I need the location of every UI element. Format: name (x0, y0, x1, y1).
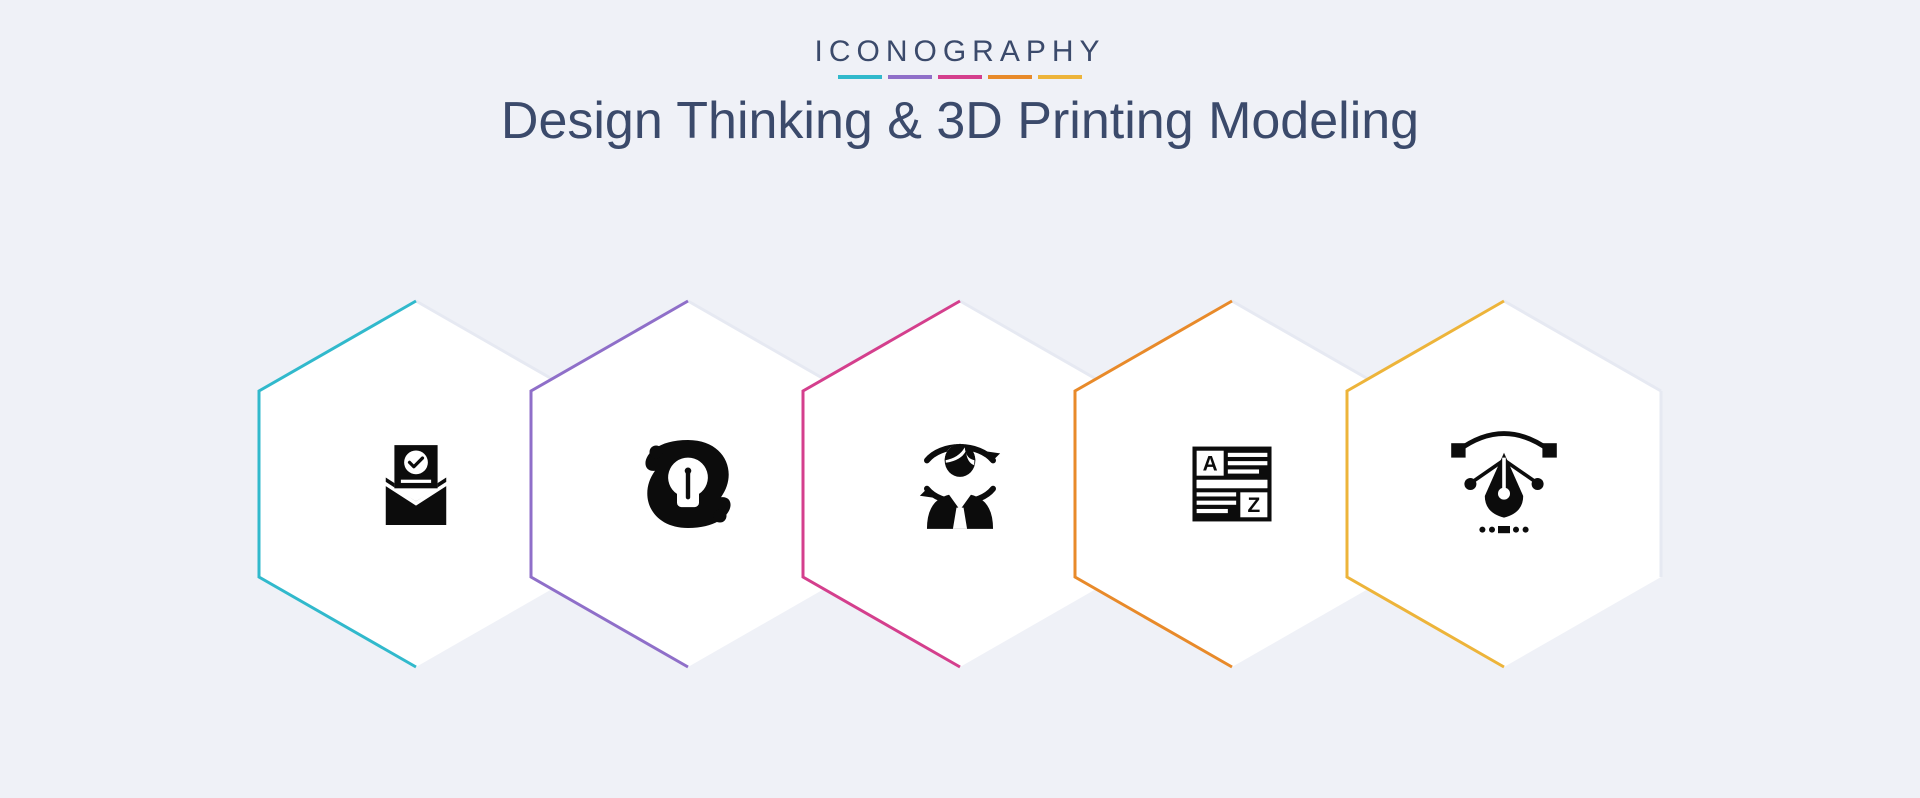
text-a-z-icon: A Z (1167, 419, 1297, 549)
svg-text:Z: Z (1247, 494, 1260, 517)
page-title: Design Thinking & 3D Printing Modeling (0, 93, 1920, 150)
underline-seg-5 (1038, 75, 1082, 79)
underline-seg-2 (888, 75, 932, 79)
underline-seg-3 (938, 75, 982, 79)
hex-card-5 (1339, 295, 1669, 673)
atom-bulb-icon (623, 419, 753, 549)
underline-seg-1 (838, 75, 882, 79)
hexagon-row: A Z (251, 295, 1669, 673)
mail-verified-icon (351, 419, 481, 549)
brand-underline (0, 75, 1920, 79)
infographic-canvas: ICONOGRAPHY Design Thinking & 3D Printin… (0, 0, 1920, 798)
svg-text:A: A (1203, 452, 1218, 475)
user-rotate-icon (895, 419, 1025, 549)
pen-bezier-icon (1439, 419, 1569, 549)
brand-label: ICONOGRAPHY (0, 35, 1920, 69)
header: ICONOGRAPHY Design Thinking & 3D Printin… (0, 35, 1920, 150)
underline-seg-4 (988, 75, 1032, 79)
